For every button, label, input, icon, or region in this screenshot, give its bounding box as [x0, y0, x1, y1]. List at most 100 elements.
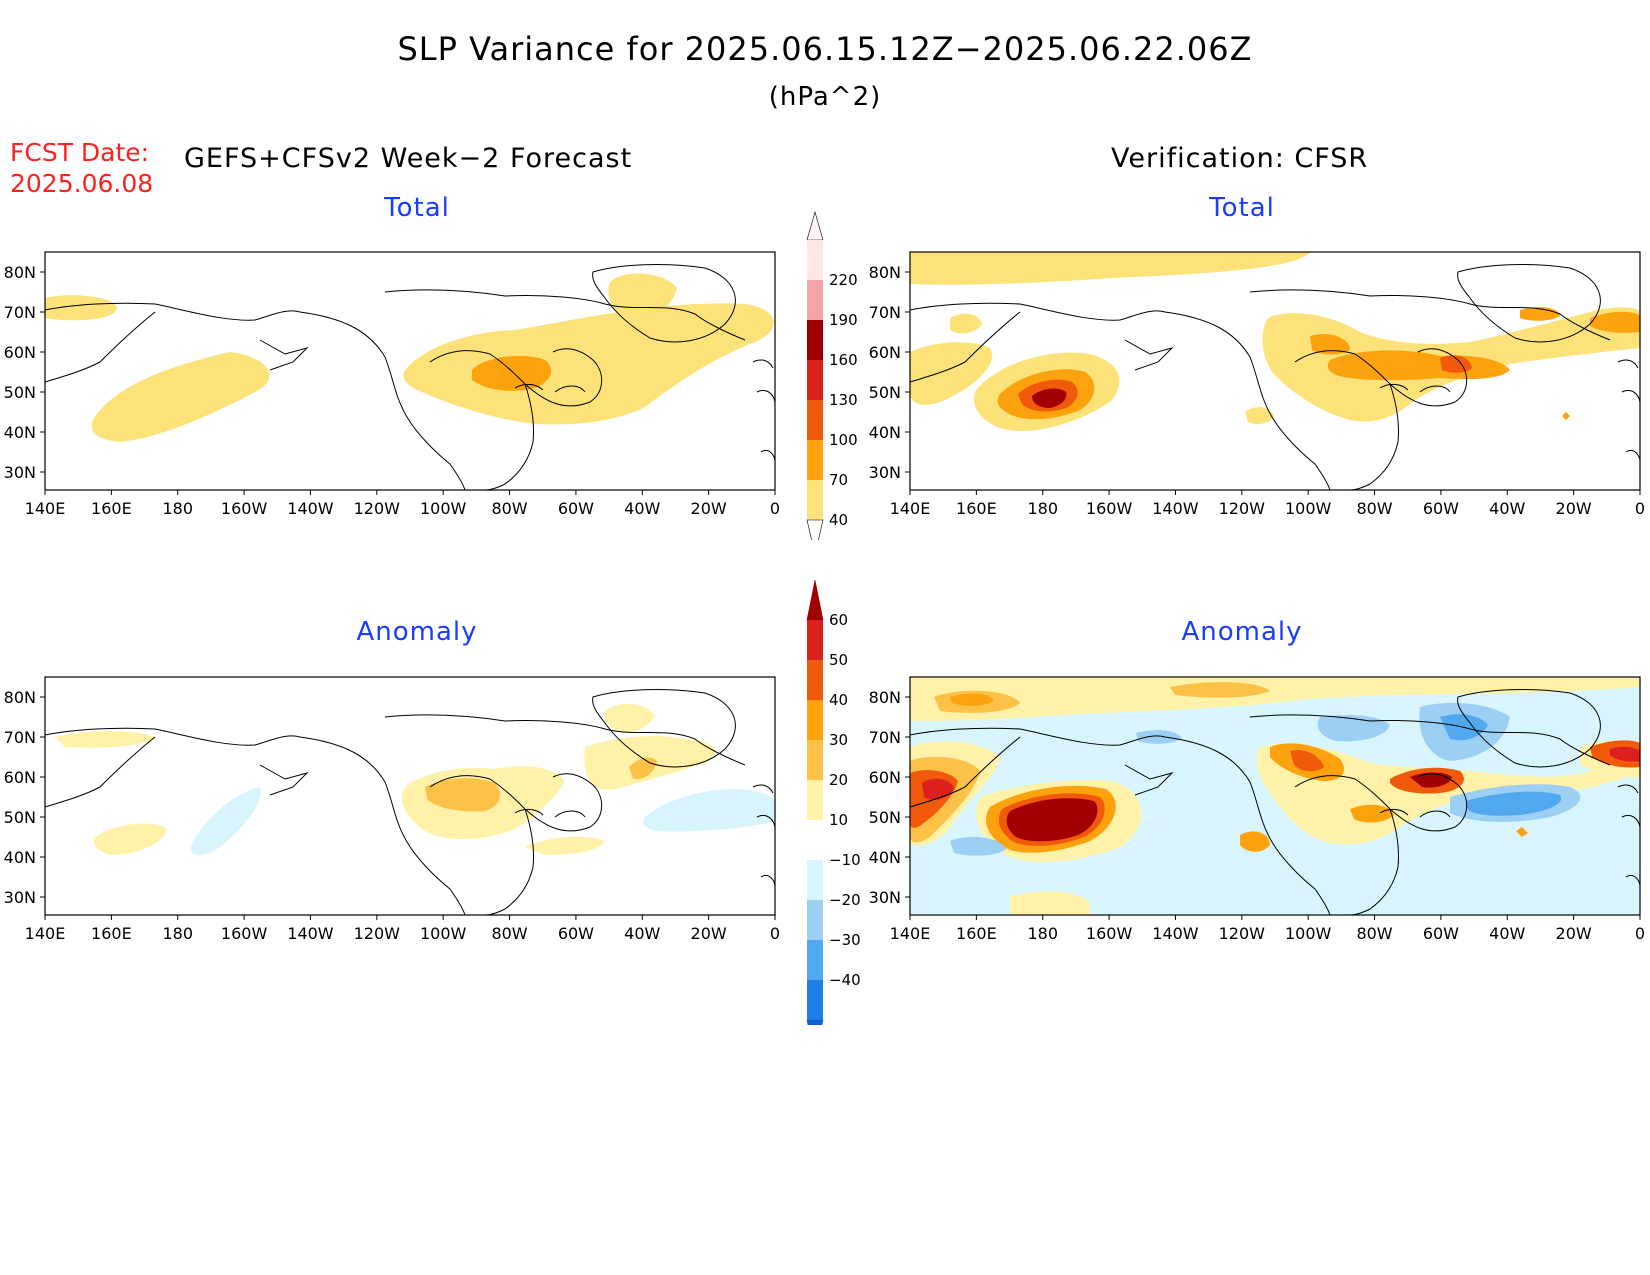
lat-label: 40N [4, 848, 36, 867]
lat-label: 30N [4, 888, 36, 907]
lon-label: 160W [1086, 499, 1133, 518]
lat-label: 60N [4, 343, 36, 362]
lat-label: 60N [869, 768, 901, 787]
lat-label: 80N [869, 688, 901, 707]
colorbar-swatch [807, 660, 823, 700]
lon-label: 180 [162, 499, 193, 518]
lat-label: 30N [4, 463, 36, 482]
lat-label: 70N [4, 728, 36, 747]
lon-label: 180 [1027, 499, 1058, 518]
shading-verification-total [910, 252, 1640, 432]
colorbar-swatch [807, 980, 823, 1020]
lon-label: 0 [770, 924, 780, 943]
lat-label: 80N [869, 263, 901, 282]
lon-label: 0 [1635, 499, 1645, 518]
colorbar-level-label: 190 [829, 311, 858, 329]
lon-label: 140E [890, 924, 931, 943]
colorbar-swatch [807, 440, 823, 480]
verification-total-map: 80N 70N 60N 50N 40N 30N 140E 160E 180 160W 140W 120… [869, 251, 1645, 518]
lon-label: 20W [691, 499, 727, 518]
lon-label: 40W [624, 924, 660, 943]
total-colorbar: 220 190 160 130 100 70 40 [806, 210, 858, 540]
lon-label: 160W [221, 499, 268, 518]
colorbar-level-label: −20 [829, 891, 861, 909]
lon-label: 180 [162, 924, 193, 943]
lon-label: 160W [1086, 924, 1133, 943]
lon-label: 80W [491, 924, 527, 943]
lon-label: 140W [287, 924, 334, 943]
units-label: (hPa^2) [768, 82, 882, 112]
colorbar-swatch [807, 400, 823, 440]
lon-label: 180 [1027, 924, 1058, 943]
lon-label: 100W [1285, 499, 1332, 518]
figure-title: SLP Variance for 2025.06.15.12Z−2025.06.… [397, 30, 1253, 68]
colorbar-level-label: −40 [829, 971, 861, 989]
lon-label: 60W [1423, 499, 1459, 518]
lon-label: 80W [1356, 499, 1392, 518]
lat-label: 50N [869, 808, 901, 827]
lon-label: 60W [1423, 924, 1459, 943]
lat-label: 50N [4, 383, 36, 402]
shading-forecast-anomaly [55, 703, 775, 856]
verification-header: Verification: CFSR [1111, 143, 1369, 174]
anomaly-colorbar: 60 50 40 30 20 10 −10 −20 −30 −40 [806, 579, 861, 1025]
lon-label: 80W [1356, 924, 1392, 943]
lon-label: 80W [491, 499, 527, 518]
panel-title-verification-total: Total [1209, 193, 1275, 223]
lon-label: 60W [558, 499, 594, 518]
lon-label: 40W [1489, 499, 1525, 518]
fcst-date-value: 2025.06.08 [10, 169, 154, 198]
lon-label: 140E [25, 499, 66, 518]
colorbar-top-arrow [806, 210, 824, 241]
lon-label: 120W [354, 924, 401, 943]
lon-label: 120W [354, 499, 401, 518]
colorbar-swatch [807, 860, 823, 900]
colorbar-level-label: 100 [829, 431, 858, 449]
colorbar-swatch [807, 940, 823, 980]
lat-label: 30N [869, 888, 901, 907]
colorbar-swatch [807, 740, 823, 780]
colorbar-swatch [807, 700, 823, 740]
colorbar-swatch [807, 240, 823, 280]
panel-title-verification-anomaly: Anomaly [1181, 617, 1303, 647]
lat-label: 50N [4, 808, 36, 827]
lat-label: 80N [4, 688, 36, 707]
colorbar-level-label: 30 [829, 731, 848, 749]
colorbar-level-label: 40 [829, 691, 848, 709]
lon-label: 140W [1152, 499, 1199, 518]
shading-forecast-total [45, 273, 774, 442]
colorbar-level-label: 60 [829, 611, 848, 629]
shading-verification-anomaly [910, 677, 1640, 915]
lon-label: 40W [624, 499, 660, 518]
lat-label: 30N [869, 463, 901, 482]
colorbar-level-label: 10 [829, 811, 848, 829]
lon-label: 120W [1219, 924, 1266, 943]
colorbar-swatch [807, 360, 823, 400]
lon-label: 20W [1556, 499, 1592, 518]
lon-label: 20W [691, 924, 727, 943]
lon-label: 140W [287, 499, 334, 518]
colorbar-level-label: 70 [829, 471, 848, 489]
lon-label: 100W [420, 499, 467, 518]
colorbar-bottom-arrow [806, 519, 824, 540]
lat-label: 40N [869, 848, 901, 867]
lon-label: 160E [91, 924, 132, 943]
lat-label: 70N [4, 303, 36, 322]
lon-label: 120W [1219, 499, 1266, 518]
lat-label: 80N [4, 263, 36, 282]
fcst-date-block: FCST Date: 2025.06.08 [10, 137, 153, 199]
lon-label: 160E [91, 499, 132, 518]
colorbar-swatch [807, 480, 823, 520]
forecast-header: GEFS+CFSv2 Week−2 Forecast [184, 143, 633, 174]
lon-label: 160E [956, 924, 997, 943]
colorbar-swatch [807, 900, 823, 940]
lon-label: 20W [1556, 924, 1592, 943]
map-frame [44, 251, 776, 491]
lon-label: 140W [1152, 924, 1199, 943]
lon-label: 140E [25, 924, 66, 943]
forecast-total-map: 80N 70N 60N 50N 40N 30N 140E 160E 180 160W 140W 120… [4, 251, 780, 518]
colorbar-swatch [807, 280, 823, 320]
colorbar-swatch [807, 780, 823, 820]
panel-title-forecast-total: Total [384, 193, 450, 223]
lon-label: 40W [1489, 924, 1525, 943]
